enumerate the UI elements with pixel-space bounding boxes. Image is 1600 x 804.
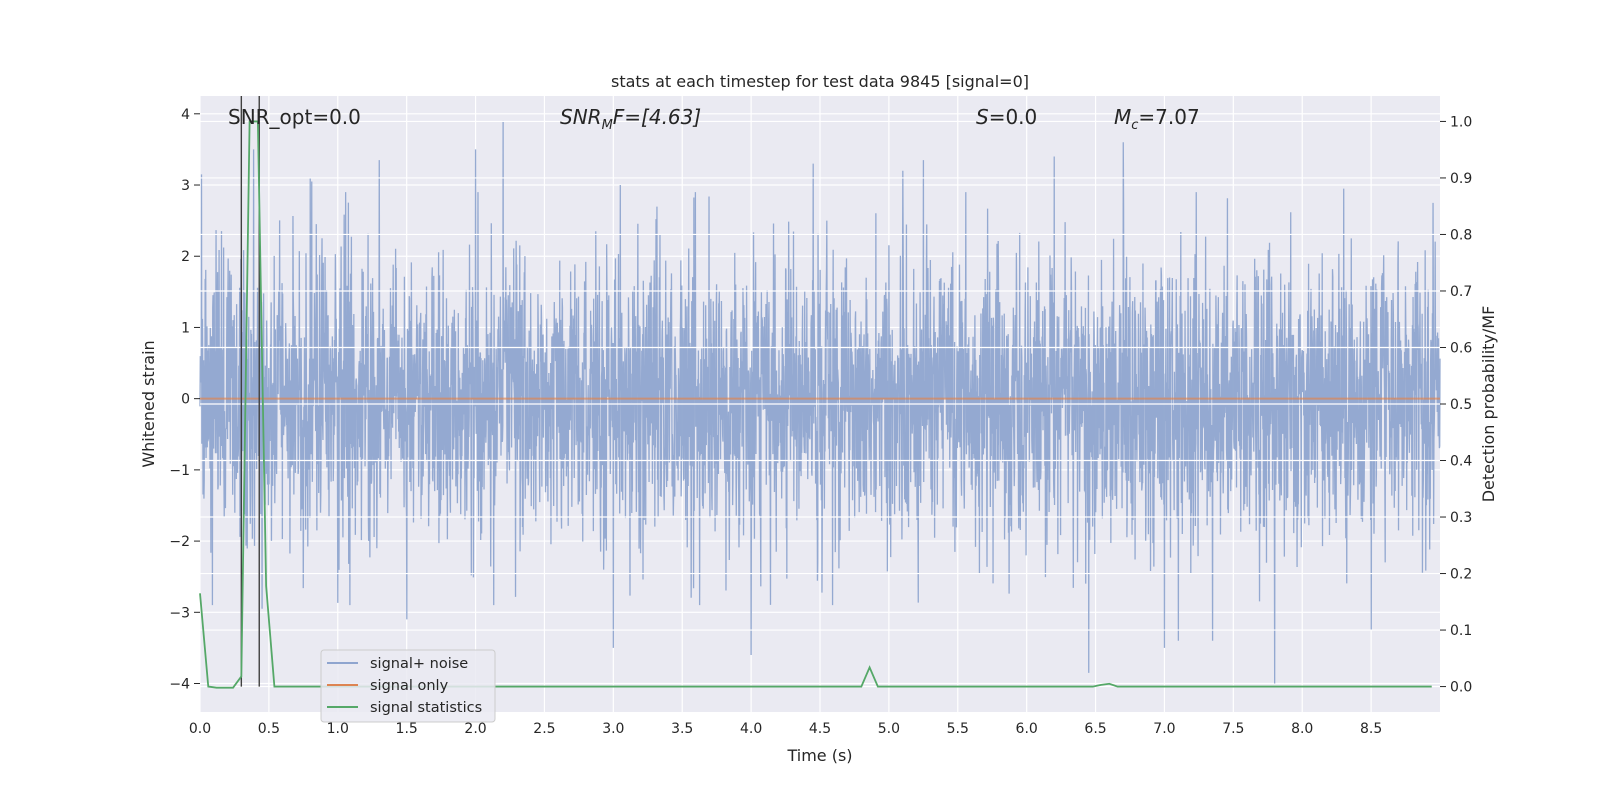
y-axis-label: Whitened strain	[139, 340, 158, 467]
chart-title: stats at each timestep for test data 984…	[611, 72, 1029, 91]
legend-label-signal-noise: signal+ noise	[370, 656, 468, 672]
x-tick-label: 3.5	[671, 721, 693, 737]
y-right-tick-label: 0.4	[1450, 454, 1472, 470]
annotation-s-suffix: =0.0	[989, 105, 1038, 129]
y-axis-right-ticks: 0.0 0.1 0.2 0.3 0.4 0.5 0.6 0.7 0.8 0.9 1.0	[1440, 114, 1472, 696]
x-tick-label: 8.0	[1291, 721, 1313, 737]
annotation-snr-mf-suffix: F=[4.63]	[613, 105, 701, 129]
y-tick-label: 0	[181, 392, 190, 408]
x-axis-ticks: 0.0 0.5 1.0 1.5 2.0 2.5 3.0 3.5 4.0 4.5 5.0 5.5 6.0 6…	[189, 721, 1382, 737]
y-right-tick-label: 0.0	[1450, 680, 1472, 696]
x-tick-label: 6.0	[1016, 721, 1038, 737]
x-axis-label: Time (s)	[786, 746, 852, 765]
y-right-tick-label: 0.2	[1450, 567, 1472, 583]
y-tick-label: 2	[181, 249, 190, 265]
y-right-tick-label: 0.1	[1450, 623, 1472, 639]
y-tick-label: −3	[169, 605, 190, 621]
legend-label-signal-statistics: signal statistics	[370, 700, 482, 716]
series-signal-noise	[199, 120, 1441, 684]
annotation-mc-suffix: =7.07	[1138, 105, 1199, 129]
y-right-tick-label: 0.3	[1450, 510, 1472, 526]
annotation-s: S=0.0	[976, 105, 1037, 129]
x-tick-label: 5.0	[878, 721, 900, 737]
annotation-snr-mf-prefix: SNR	[560, 105, 602, 129]
y-right-tick-label: 0.9	[1450, 171, 1472, 187]
y-tick-label: −4	[169, 677, 190, 693]
x-tick-label: 7.5	[1222, 721, 1244, 737]
annotation-mc-sub: c	[1131, 118, 1138, 133]
annotation-s-prefix: S	[976, 105, 989, 129]
x-tick-label: 6.5	[1084, 721, 1106, 737]
y-right-tick-label: 0.8	[1450, 227, 1472, 243]
y-axis-right-label: Detection probability/MF	[1479, 306, 1498, 503]
y-right-tick-label: 0.6	[1450, 340, 1472, 356]
legend-label-signal-only: signal only	[370, 678, 449, 694]
x-tick-label: 3.0	[602, 721, 624, 737]
y-tick-label: −1	[169, 463, 190, 479]
y-tick-label: 4	[181, 107, 190, 123]
x-tick-label: 5.5	[947, 721, 969, 737]
x-tick-label: 2.5	[533, 721, 555, 737]
legend-box	[320, 649, 496, 723]
annotation-mc: Mc=7.07	[1114, 105, 1200, 133]
x-tick-label: 0.0	[189, 721, 211, 737]
x-tick-label: 4.0	[740, 721, 762, 737]
x-tick-label: 4.5	[809, 721, 831, 737]
x-tick-label: 2.0	[464, 721, 486, 737]
y-tick-label: 1	[181, 320, 190, 336]
y-axis-ticks: −4 −3 −2 −1 0 1 2 3 4	[169, 107, 200, 693]
y-right-tick-label: 1.0	[1450, 114, 1472, 130]
x-tick-label: 8.5	[1360, 721, 1382, 737]
annotation-snr-opt: SNR_opt=0.0	[228, 105, 361, 129]
annotation-snr-mf-sub: M	[602, 118, 613, 133]
annotation-mc-prefix: M	[1114, 105, 1131, 129]
x-tick-label: 1.0	[327, 721, 349, 737]
x-tick-label: 7.0	[1153, 721, 1175, 737]
y-tick-label: −2	[169, 534, 190, 550]
x-tick-label: 0.5	[258, 721, 280, 737]
y-tick-label: 3	[181, 178, 190, 194]
y-right-tick-label: 0.7	[1450, 284, 1472, 300]
annotation-snr-mf: SNRMF=[4.63]	[560, 105, 701, 133]
series-signal-only	[200, 120, 1440, 688]
x-tick-label: 1.5	[396, 721, 418, 737]
y-right-tick-label: 0.5	[1450, 397, 1472, 413]
series-signal-noise-line	[199, 120, 1441, 684]
legend: signal+ noise signal only signal statist…	[320, 649, 496, 723]
